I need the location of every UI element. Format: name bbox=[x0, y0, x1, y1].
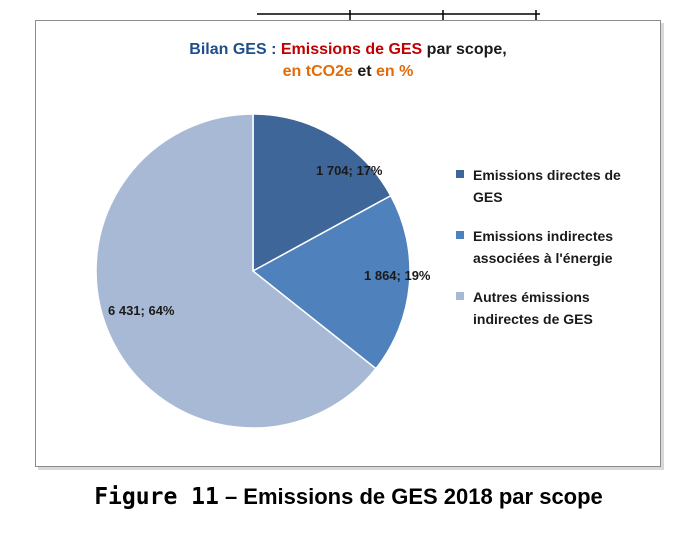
chart-area: Bilan GES : Emissions de GES par scope, … bbox=[35, 20, 664, 470]
figure-caption: Figure 11 – Emissions de GES 2018 par sc… bbox=[0, 483, 697, 510]
pie-slice bbox=[251, 194, 411, 370]
title-part-scope: par scope, bbox=[422, 41, 507, 58]
figure-caption-text: – Emissions de GES 2018 par scope bbox=[218, 484, 603, 509]
pie-data-label: 1 704; 17% bbox=[316, 163, 383, 178]
title-part-emissions: Emissions de GES bbox=[280, 41, 423, 58]
chart-legend: Emissions directes de GES Emissions indire… bbox=[456, 164, 656, 347]
pie-slice bbox=[95, 113, 377, 429]
pie-data-label: 1 864; 19% bbox=[364, 268, 431, 283]
legend-item: Emissions indirectes associées à l'énergi… bbox=[456, 225, 656, 269]
pie-chart: 1 704; 17% 1 864; 19% 6 431; 64% bbox=[95, 113, 431, 429]
pie-data-label: 6 431; 64% bbox=[108, 303, 175, 318]
legend-item: Emissions directes de GES bbox=[456, 164, 656, 208]
legend-swatch bbox=[456, 170, 464, 178]
legend-label: Autres émissions indirectes de GES bbox=[473, 289, 593, 327]
pie-slice bbox=[252, 113, 392, 273]
legend-label: Emissions directes de GES bbox=[473, 167, 621, 205]
chart-title-line-1: Bilan GES : Emissions de GES par scope, bbox=[36, 39, 660, 61]
title-part-bilan: Bilan GES : bbox=[189, 41, 281, 58]
title-part-and: et bbox=[352, 63, 377, 80]
top-tick-marks bbox=[257, 10, 540, 20]
chart-title-line-2: en tCO2e et en % bbox=[36, 61, 660, 83]
legend-label: Emissions indirectes associées à l'énergi… bbox=[473, 228, 614, 266]
legend-swatch bbox=[456, 292, 464, 300]
legend-swatch bbox=[456, 231, 464, 239]
title-part-percent: en % bbox=[376, 63, 414, 80]
legend-item: Autres émissions indirectes de GES bbox=[456, 286, 656, 330]
figure-caption-label: Figure 11 bbox=[94, 484, 219, 510]
title-part-unit: en tCO2e bbox=[282, 63, 353, 80]
